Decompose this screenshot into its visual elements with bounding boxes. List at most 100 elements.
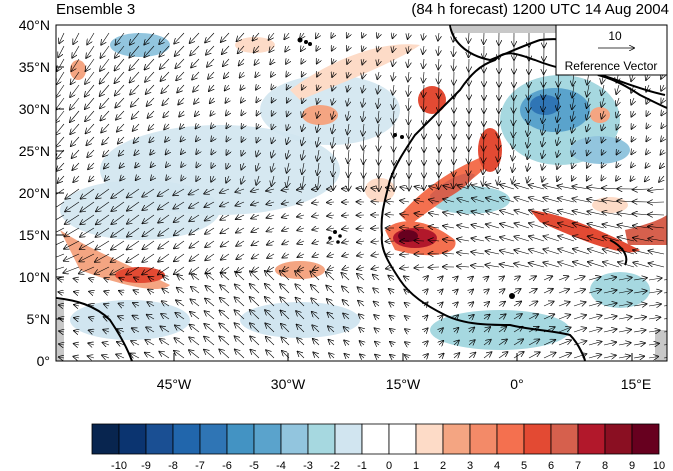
wind-vector-arrow <box>174 351 185 359</box>
wind-vector-arrow <box>266 202 275 204</box>
wind-vector-arrow <box>148 110 155 118</box>
reference-vector-label: Reference Vector <box>565 59 658 73</box>
wind-vector-arrow <box>649 263 665 268</box>
wind-vector-arrow <box>59 32 65 43</box>
wind-vector-arrow <box>296 298 305 307</box>
wind-vector-arrow <box>513 339 523 346</box>
wind-vector-arrow <box>271 85 274 89</box>
wind-vector-arrow <box>192 274 200 281</box>
wind-vector-arrow <box>423 71 424 83</box>
wind-vector-arrow <box>72 45 80 58</box>
wind-vector-arrow <box>298 254 305 257</box>
wind-vector-arrow <box>457 239 470 241</box>
wind-vector-arrow <box>408 71 409 81</box>
wind-vector-arrow <box>142 201 155 210</box>
wind-vector-arrow <box>127 214 140 224</box>
wind-vector-arrow <box>633 343 645 345</box>
wind-vector-arrow <box>160 326 170 333</box>
wind-vector-arrow <box>111 240 125 250</box>
wind-vector-arrow <box>56 84 65 97</box>
wind-vector-arrow <box>80 240 95 249</box>
wind-vector-arrow <box>71 71 80 84</box>
wind-vector-arrow <box>438 71 439 84</box>
wind-vector-arrow <box>345 354 350 358</box>
wind-vector-arrow <box>130 71 140 82</box>
wind-vector-arrow <box>328 326 335 333</box>
wind-vector-arrow <box>439 328 443 332</box>
wind-vector-arrow <box>373 288 380 293</box>
wind-vector-arrow <box>65 201 80 212</box>
wind-vector-arrow <box>131 97 140 107</box>
wind-vector-arrow <box>646 111 649 116</box>
wind-vector-arrow <box>302 85 304 90</box>
wind-vector-arrow <box>486 224 500 228</box>
wind-vector-arrow <box>616 110 619 117</box>
wind-vector-arrow <box>633 317 646 319</box>
wind-vector-arrow <box>175 58 185 68</box>
wind-vector-arrow <box>180 124 184 129</box>
wind-vector-arrow <box>588 316 602 320</box>
wind-vector-arrow <box>58 279 65 280</box>
wind-vector-arrow <box>404 276 409 280</box>
wind-vector-arrow <box>573 262 590 268</box>
wind-vector-arrow <box>256 175 259 185</box>
wind-vector-arrow <box>542 136 544 146</box>
wind-vector-arrow <box>282 202 290 204</box>
wind-vector-arrow <box>317 123 319 132</box>
wind-vector-arrow <box>204 350 215 359</box>
wind-vector-arrow <box>469 149 470 163</box>
wind-vector-arrow <box>484 289 489 293</box>
wind-vector-arrow <box>471 252 485 254</box>
wind-vector-arrow <box>296 311 305 320</box>
wind-vector-arrow <box>104 163 109 169</box>
wind-vector-arrow <box>257 137 260 142</box>
wind-vector-arrow <box>56 136 65 147</box>
wind-vector-arrow <box>250 323 260 333</box>
wind-vector-arrow <box>160 339 170 346</box>
wind-vector-arrow <box>297 215 305 217</box>
wind-vector-arrow <box>161 84 170 93</box>
lon-label-45w: 45°W <box>157 376 192 392</box>
wind-vector-arrow <box>267 228 275 231</box>
wind-vector-arrow <box>408 110 409 124</box>
wind-vector-arrow <box>543 289 553 293</box>
wind-vector-arrow <box>602 84 605 95</box>
wind-vector-arrow <box>386 241 395 242</box>
wind-vector-arrow <box>221 240 230 247</box>
wind-vector-arrow <box>127 201 140 211</box>
wind-vector-arrow <box>79 253 95 262</box>
wind-vector-arrow <box>633 250 650 255</box>
wind-vector-arrow <box>333 175 334 190</box>
wind-vector-arrow <box>498 302 505 306</box>
wind-vector-arrow <box>617 201 635 202</box>
wind-vector-arrow <box>646 137 649 141</box>
wind-vector-arrow <box>500 224 515 229</box>
wind-vector-arrow <box>457 252 470 254</box>
wind-vector-arrow <box>328 267 335 270</box>
wind-vector-arrow <box>127 253 140 262</box>
wind-vector-arrow <box>280 284 290 294</box>
wind-vector-arrow <box>133 316 140 319</box>
wind-vector-arrow <box>618 250 635 255</box>
wind-vector-arrow <box>251 228 260 232</box>
wind-vector-arrow <box>196 137 199 141</box>
colorbar-swatch <box>523 423 552 455</box>
wind-vector-arrow <box>287 175 289 187</box>
wind-vector-arrow <box>317 85 319 90</box>
wind-vector-arrow <box>189 227 200 235</box>
wind-vector-arrow <box>357 274 365 281</box>
wind-vector-arrow <box>100 58 110 71</box>
wind-vector-arrow <box>205 32 215 43</box>
wind-vector-arrow <box>558 353 571 359</box>
wind-vector-arrow <box>250 350 260 359</box>
wind-vector-arrow <box>663 318 667 320</box>
colorbar-label: 10 <box>653 460 665 471</box>
wind-vector-arrow <box>659 175 664 182</box>
wind-vector-arrow <box>161 314 170 320</box>
wind-vector-arrow <box>145 353 155 359</box>
wind-vector-arrow <box>438 45 439 55</box>
wind-vector-arrow <box>344 327 349 332</box>
wind-vector-arrow <box>663 279 667 281</box>
wind-vector-arrow <box>438 58 439 69</box>
wind-vector-arrow <box>272 124 274 129</box>
